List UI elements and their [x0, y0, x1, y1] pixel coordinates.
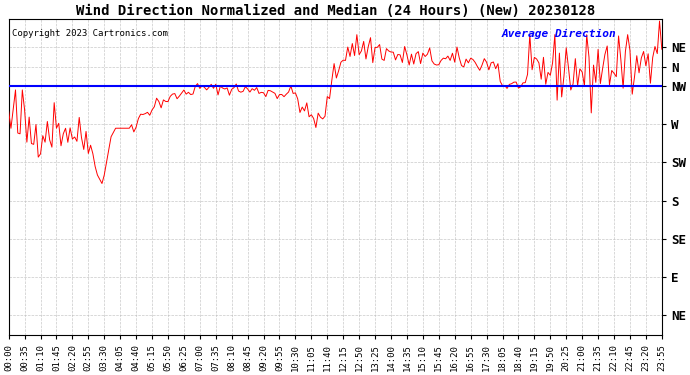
Text: Copyright 2023 Cartronics.com: Copyright 2023 Cartronics.com — [12, 29, 168, 38]
Text: Average Direction: Average Direction — [502, 29, 616, 39]
Title: Wind Direction Normalized and Median (24 Hours) (New) 20230128: Wind Direction Normalized and Median (24… — [76, 4, 595, 18]
